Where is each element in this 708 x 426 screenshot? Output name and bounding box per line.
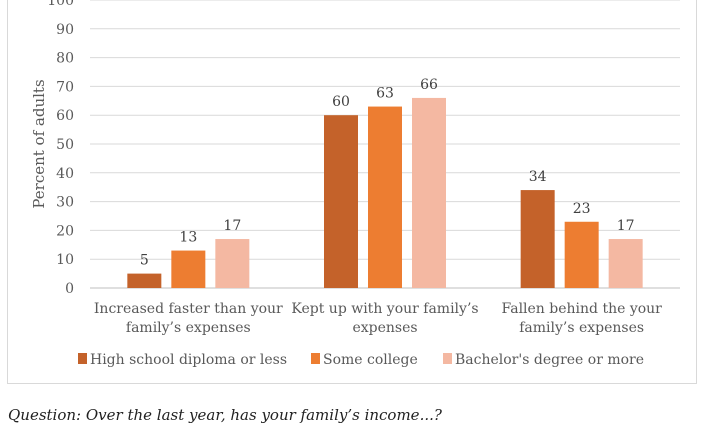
y-axis-ticks: 0 10 20 30 40 50 60 70 80 90 100 (47, 0, 74, 297)
bar (564, 221, 599, 288)
bar (324, 115, 358, 288)
y-tick-label: 30 (56, 195, 74, 211)
x-tick-label: family’s expenses (519, 320, 644, 336)
legend-swatch (443, 353, 452, 364)
legend-swatch (78, 353, 87, 364)
data-label: 66 (420, 77, 438, 93)
y-tick-label: 0 (65, 281, 74, 297)
legend-entry: High school diploma or less (90, 352, 287, 368)
bar (520, 190, 555, 288)
y-tick-label: 60 (56, 108, 74, 124)
x-tick-label: family’s expenses (126, 320, 251, 336)
bar (368, 106, 402, 288)
data-label: 17 (617, 218, 635, 234)
legend-entry: Bachelor's degree or more (455, 352, 644, 368)
bar (412, 97, 446, 288)
legend: High school diploma or less Some college B… (78, 352, 644, 368)
x-tick-label: Fallen behind the your (501, 301, 662, 317)
x-tick-label: Kept up with your family’s (291, 301, 478, 317)
data-label: 13 (179, 230, 197, 246)
data-label: 23 (573, 201, 591, 217)
bar (608, 239, 643, 288)
data-labels: 5 13 17 60 63 66 34 23 17 (140, 77, 635, 269)
data-label: 17 (223, 218, 241, 234)
bar (171, 250, 206, 288)
y-tick-label: 10 (56, 252, 74, 268)
x-tick-label: expenses (352, 320, 417, 336)
y-tick-label: 70 (56, 79, 74, 95)
y-tick-label: 100 (47, 0, 74, 9)
bar (215, 239, 250, 288)
y-tick-label: 80 (56, 51, 74, 67)
y-tick-label: 50 (56, 137, 74, 153)
data-label: 60 (332, 94, 350, 110)
y-tick-label: 90 (56, 22, 74, 38)
legend-entry: Some college (323, 352, 418, 368)
bars (127, 97, 643, 288)
x-tick-label: Increased faster than your (94, 301, 283, 317)
bar (127, 273, 162, 288)
y-axis-title: Percent of adults (30, 79, 48, 208)
x-axis-ticks: Increased faster than your family’s expen… (94, 301, 662, 336)
y-tick-label: 40 (56, 166, 74, 182)
data-label: 34 (529, 169, 547, 185)
question-caption: Question: Over the last year, has your f… (8, 406, 442, 424)
data-label: 63 (376, 86, 394, 102)
data-label: 5 (140, 253, 149, 269)
legend-swatch (311, 353, 320, 364)
y-tick-label: 20 (56, 223, 74, 239)
